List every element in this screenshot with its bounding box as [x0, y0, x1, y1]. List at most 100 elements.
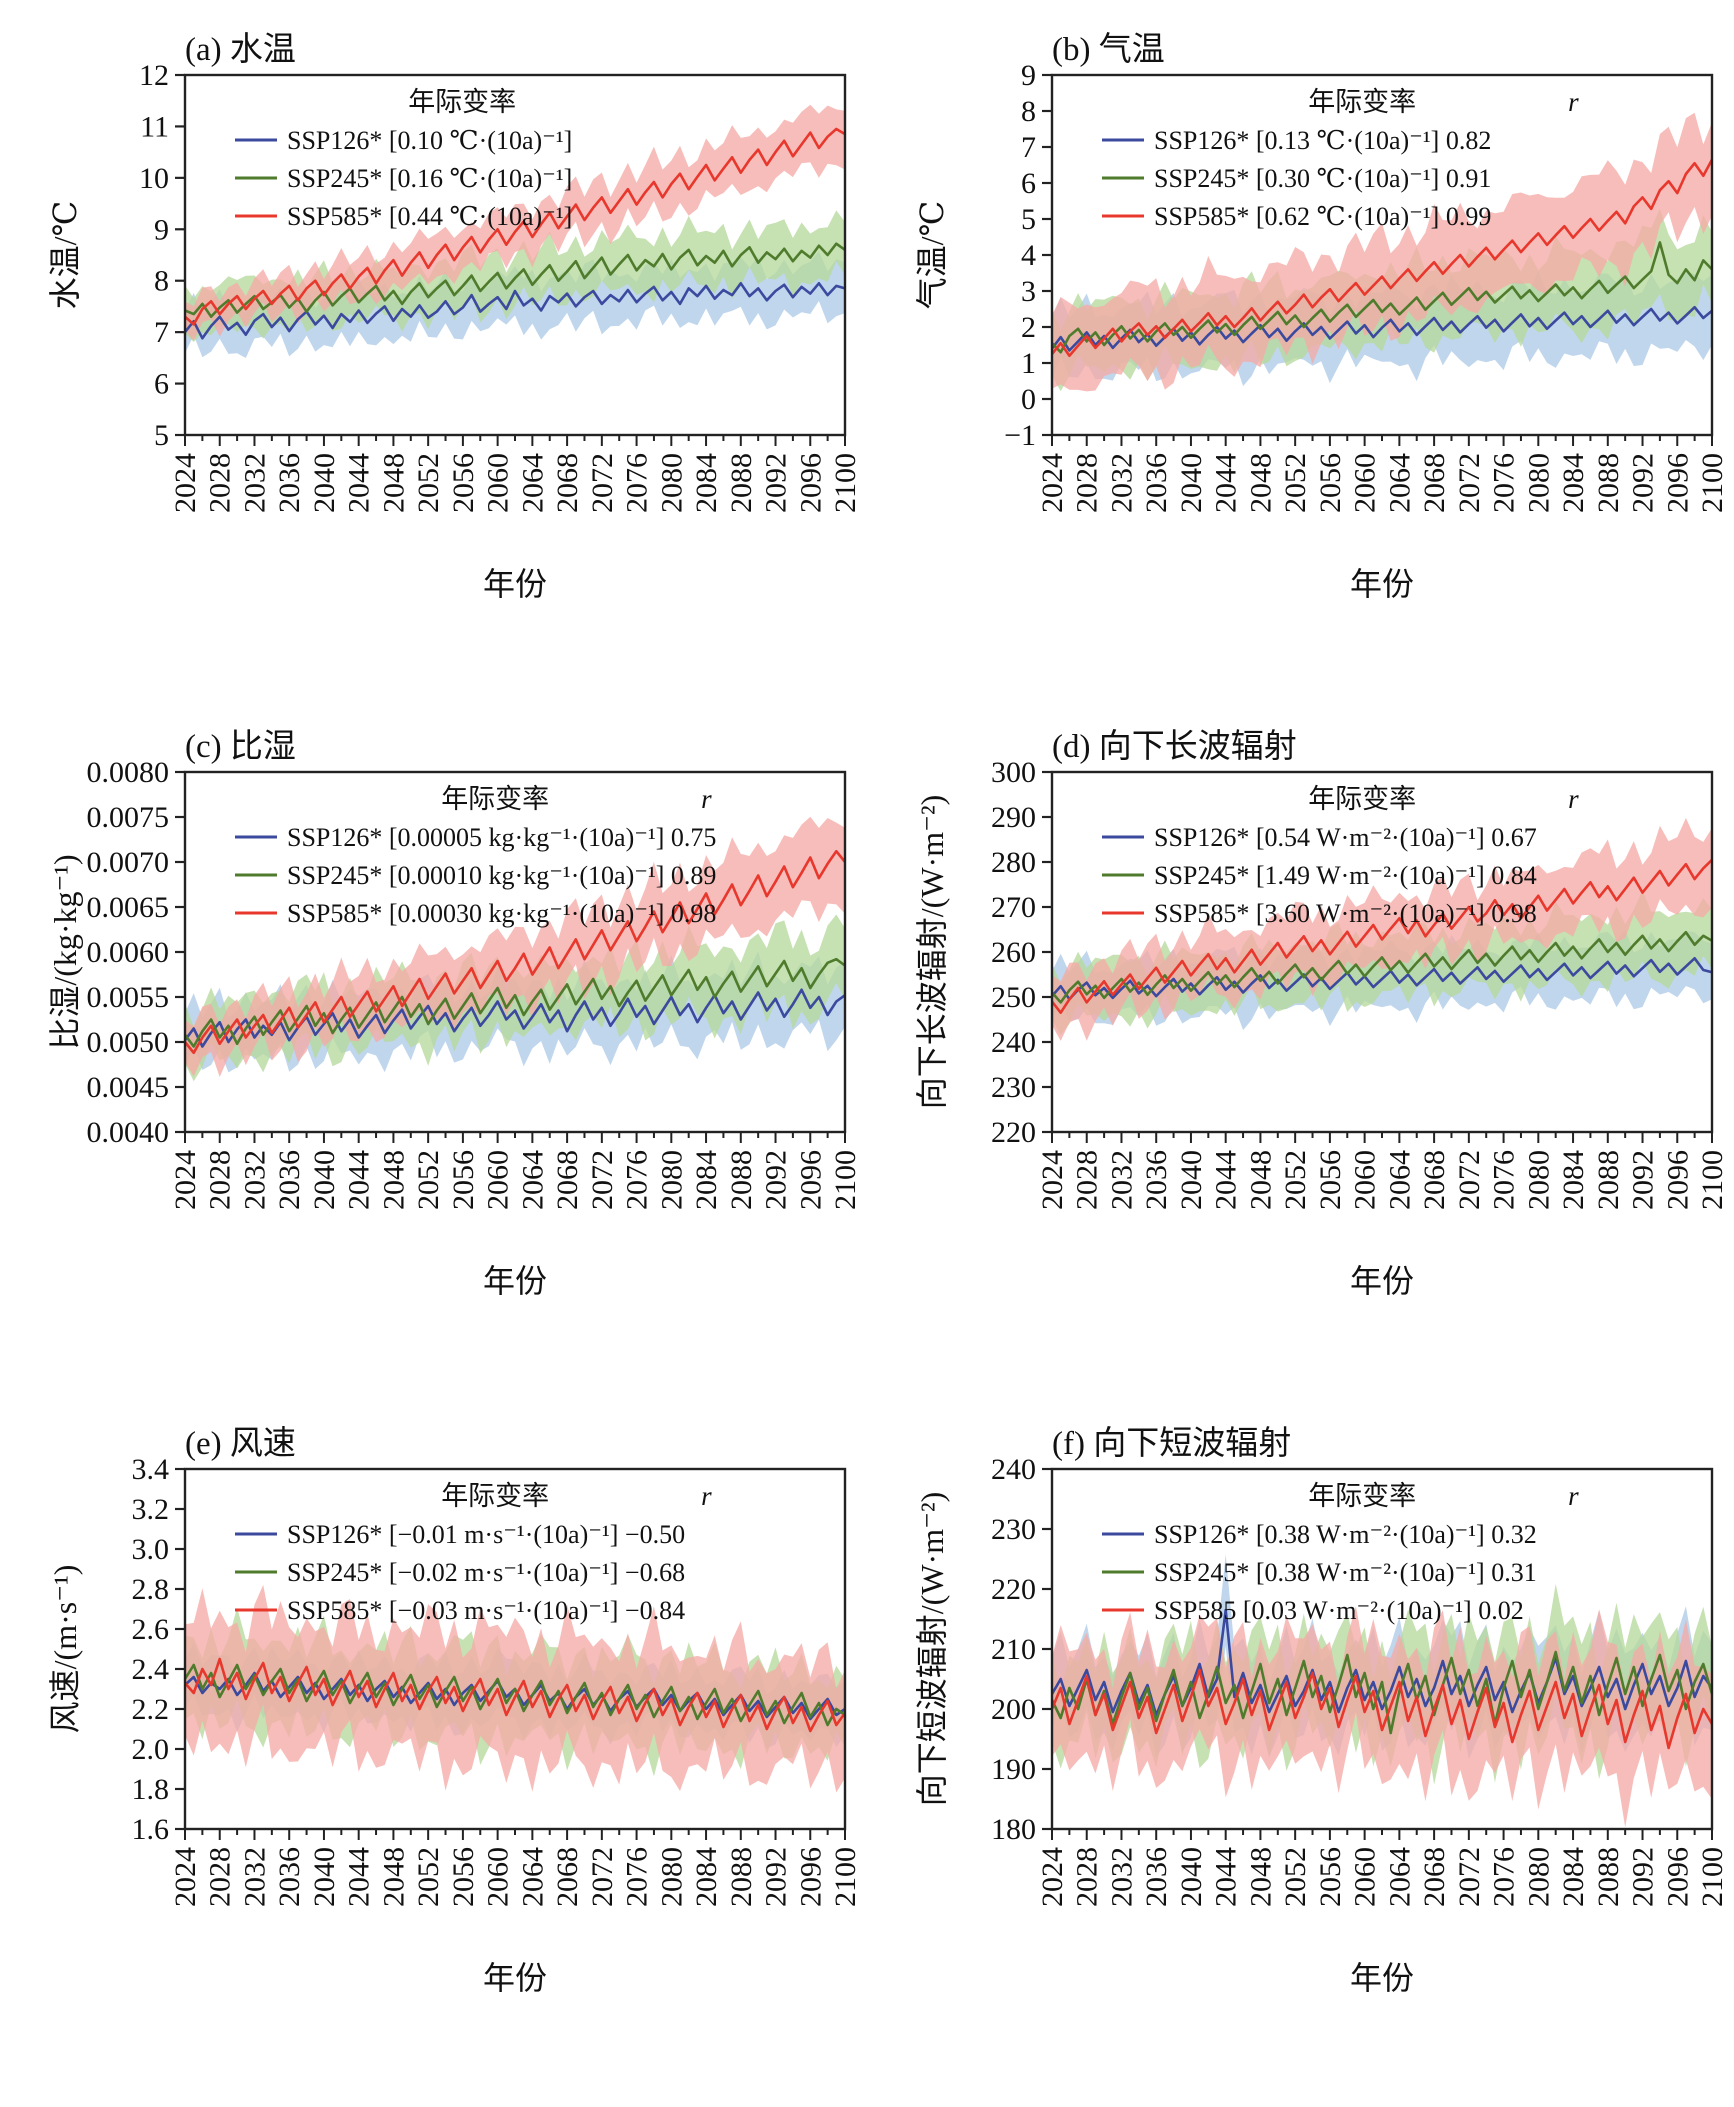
panel-d: (d) 向下长波辐射 220 230 240 250 260 270 280 290 300 20… — [907, 713, 1734, 1410]
x-tick-label: 2072 — [586, 1847, 619, 1907]
x-tick-label: 2096 — [1661, 453, 1694, 513]
y-tick-label: 0.0045 — [87, 1071, 170, 1104]
y-tick-label: 1.6 — [132, 1813, 170, 1846]
series-line-ssp126 — [1051, 957, 1713, 1001]
x-tick-label: 2036 — [1140, 1847, 1173, 1907]
y-tick-label: 230 — [991, 1513, 1036, 1546]
x-axis-title: 年份 — [483, 1960, 547, 1996]
x-tick-label: 2028 — [204, 1150, 237, 1210]
x-axis-title: 年份 — [483, 566, 547, 602]
y-tick-label: 210 — [991, 1633, 1036, 1666]
x-tick-label: 2048 — [377, 453, 410, 513]
y-tick-label: 11 — [140, 110, 169, 143]
x-tick-label: 2084 — [690, 1150, 723, 1210]
x-tick-label: 2084 — [1557, 1847, 1590, 1907]
x-tick-label: 2096 — [794, 1150, 827, 1210]
series-line-ssp126 — [183, 988, 846, 1048]
x-tick-label: 2044 — [343, 1847, 376, 1907]
y-tick-label: 300 — [991, 758, 1036, 789]
x-tick-label: 2076 — [1488, 453, 1521, 513]
y-tick-label: 220 — [991, 1116, 1036, 1149]
x-tick-label: 2088 — [725, 1150, 758, 1210]
x-axis-title: 年份 — [1350, 1263, 1414, 1299]
legend-rate-header: 年际变率 — [441, 1481, 549, 1511]
x-tick-label: 2056 — [447, 1847, 480, 1907]
y-tick-label: 12 — [139, 61, 169, 92]
y-tick-label: 0.0070 — [87, 846, 170, 879]
x-tick-label: 2084 — [690, 453, 723, 513]
y-tick-label: 4 — [1021, 239, 1036, 272]
y-tick-label: 250 — [991, 981, 1036, 1014]
legend-rate-header: 年际变率 — [1308, 87, 1416, 117]
legend-entry-ssp126: SSP126* [0.00005 kg·kg⁻¹·(10a)⁻¹] 0.75 — [287, 823, 716, 852]
y-axis-title: 向下短波辐射/(W·m⁻²) — [914, 1492, 950, 1806]
series-line-ssp245 — [1050, 1650, 1714, 1735]
legend-entry-ssp245: SSP245* [0.16 ℃·(10a)⁻¹] — [287, 164, 572, 193]
y-tick-label: 5 — [154, 419, 169, 452]
x-tick-label: 2036 — [1140, 1150, 1173, 1210]
x-tick-label: 2084 — [690, 1847, 723, 1907]
y-tick-label: 2 — [1021, 311, 1036, 344]
x-tick-label: 2100 — [829, 1847, 862, 1907]
x-tick-label: 2056 — [1314, 1847, 1347, 1907]
x-tick-label: 2064 — [516, 453, 549, 513]
x-tick-label: 2032 — [238, 1847, 271, 1907]
x-tick-label: 2048 — [1244, 453, 1277, 513]
x-tick-label: 2048 — [377, 1847, 410, 1907]
x-tick-label: 2096 — [794, 453, 827, 513]
legend-entry-ssp126: SSP126* [0.10 ℃·(10a)⁻¹] — [287, 126, 572, 155]
x-tick-label: 2056 — [1314, 1150, 1347, 1210]
x-tick-label: 2040 — [1175, 453, 1208, 513]
x-tick-label: 2088 — [1592, 453, 1625, 513]
uncertainty-band-ssp585 — [1052, 112, 1712, 392]
x-tick-label: 2028 — [1071, 453, 1104, 513]
y-axis-title: 比湿/(kg·kg⁻¹) — [47, 854, 83, 1049]
x-tick-label: 2064 — [1383, 453, 1416, 513]
x-tick-label: 2076 — [621, 453, 654, 513]
x-tick-label: 2032 — [1105, 453, 1138, 513]
x-tick-label: 2028 — [204, 453, 237, 513]
x-tick-label: 2044 — [1210, 1150, 1243, 1210]
x-tick-label: 2072 — [586, 1150, 619, 1210]
legend-entry-ssp585: SSP585* [−0.03 m·s⁻¹·(10a)⁻¹] −0.84 — [287, 1596, 685, 1625]
legend-entry-ssp245: SSP245* [0.30 ℃·(10a)⁻¹] 0.91 — [1154, 164, 1491, 193]
y-axis-title: 气温/℃ — [914, 201, 950, 310]
x-tick-label: 2024 — [1036, 1150, 1069, 1210]
x-tick-label: 2032 — [238, 453, 271, 513]
legend-entry-ssp126: SSP126* [0.13 ℃·(10a)⁻¹] 0.82 — [1154, 126, 1491, 155]
y-tick-label: 200 — [991, 1693, 1036, 1726]
legend-entry-ssp126: SSP126* [−0.01 m·s⁻¹·(10a)⁻¹] −0.50 — [287, 1520, 685, 1549]
y-tick-label: 0 — [1021, 383, 1036, 416]
x-tick-label: 2076 — [621, 1847, 654, 1907]
x-tick-label: 2032 — [1105, 1847, 1138, 1907]
uncertainty-band-ssp585 — [185, 104, 845, 341]
x-tick-label: 2060 — [482, 453, 515, 513]
x-tick-label: 2052 — [412, 1847, 445, 1907]
x-tick-label: 2032 — [1105, 1150, 1138, 1210]
x-tick-label: 2080 — [1522, 1847, 1555, 1907]
x-tick-label: 2060 — [1349, 1150, 1382, 1210]
legend-entry-ssp245: SSP245* [1.49 W·m⁻²·(10a)⁻¹] 0.84 — [1154, 861, 1537, 890]
series-line-ssp126 — [183, 282, 846, 340]
y-tick-label: 280 — [991, 846, 1036, 879]
x-tick-label: 2036 — [273, 1847, 306, 1907]
y-tick-label: 5 — [1021, 203, 1036, 236]
series-line-ssp245 — [1051, 241, 1713, 354]
x-tick-label: 2052 — [412, 453, 445, 513]
x-tick-label: 2024 — [169, 453, 202, 513]
x-tick-label: 2064 — [1383, 1847, 1416, 1907]
x-tick-label: 2056 — [447, 453, 480, 513]
legend-entry-ssp585: SSP585* [0.62 ℃·(10a)⁻¹] 0.99 — [1154, 202, 1491, 231]
y-tick-label: 0.0050 — [87, 1026, 170, 1059]
y-tick-label: 0.0080 — [87, 758, 170, 789]
y-tick-label: 1 — [1021, 347, 1036, 380]
x-tick-label: 2056 — [447, 1150, 480, 1210]
x-tick-label: 2092 — [1627, 1150, 1660, 1210]
x-tick-label: 2092 — [760, 1847, 793, 1907]
x-tick-label: 2092 — [760, 453, 793, 513]
y-tick-label: 2.8 — [132, 1573, 170, 1606]
x-tick-label: 2052 — [1279, 1150, 1312, 1210]
x-tick-label: 2052 — [1279, 1847, 1312, 1907]
